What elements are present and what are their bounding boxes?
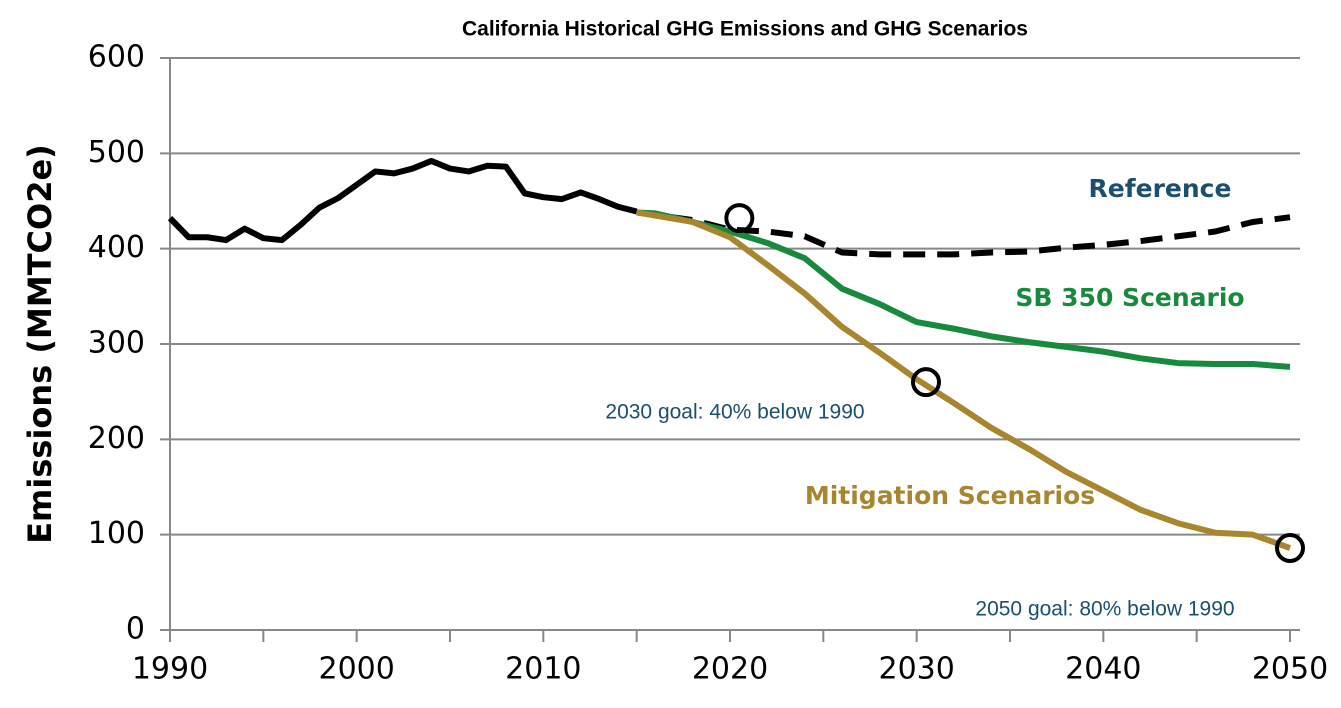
y-tick-label: 300	[88, 326, 145, 361]
annotation: 2030 goal: 40% below 1990	[605, 401, 864, 424]
x-tick-label: 2020	[692, 652, 768, 687]
series-line	[636, 209, 1291, 370]
chart-title: California Historical GHG Emissions and …	[462, 18, 1028, 41]
x-tick-label: 1990	[132, 652, 208, 687]
y-tick-label: 400	[88, 230, 145, 265]
x-tick-label: 2010	[505, 652, 581, 687]
goal-marker	[1275, 533, 1305, 564]
y-tick-label: 600	[88, 40, 145, 75]
y-tick-label: 500	[88, 135, 145, 170]
x-tick-label: 2000	[318, 652, 394, 687]
series-line	[636, 209, 1292, 551]
series-label: Mitigation Scenarios	[805, 481, 1095, 510]
annotation: 2050 goal: 80% below 1990	[975, 598, 1234, 621]
y-tick-label: 100	[88, 516, 145, 551]
x-tick-label: 2030	[878, 652, 954, 687]
y-axis-label: Emissions (MMTCO2e)	[21, 144, 59, 544]
goal-marker	[911, 367, 941, 398]
x-tick-label: 2040	[1065, 652, 1141, 687]
series-label: Reference	[1089, 174, 1232, 203]
goal-marker	[724, 203, 755, 234]
y-tick-label: 0	[126, 612, 145, 647]
y-tick-label: 200	[88, 421, 145, 456]
series-label: SB 350 Scenario	[1015, 283, 1244, 312]
x-tick-label: 2050	[1252, 652, 1328, 687]
series-line	[636, 209, 1291, 258]
series-line	[167, 157, 638, 244]
